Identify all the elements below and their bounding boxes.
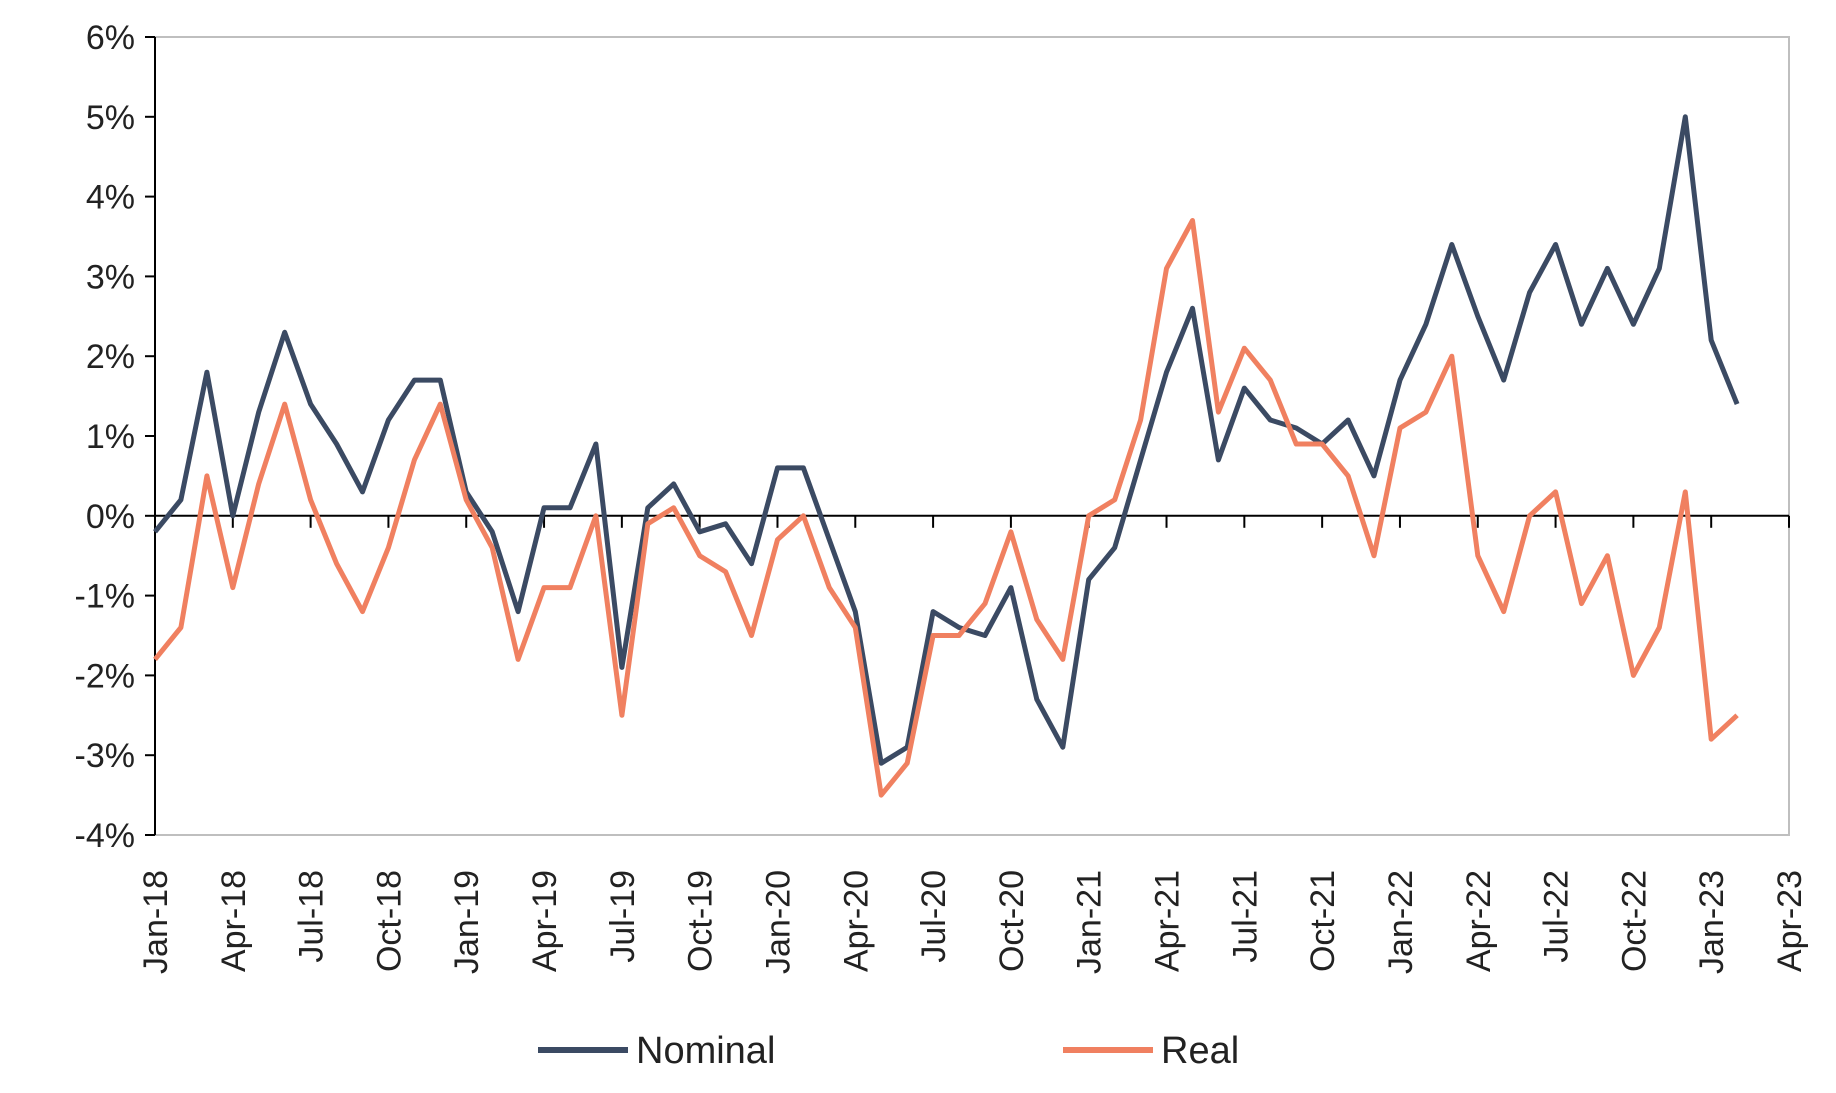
x-axis: Jan-18 Apr-18 Jul-18 Oct-18 Jan-19 Apr-19 Jul-…: [137, 514, 1809, 974]
y-tick-label: -3%: [75, 737, 135, 775]
series-group: [153, 114, 1740, 798]
x-tick-label: Jan-23: [1693, 870, 1731, 974]
x-tick-label: Oct-21: [1304, 870, 1342, 972]
plot-frame: [154, 36, 1790, 836]
y-tick-label: 3%: [86, 258, 135, 296]
y-tick-label: 0%: [86, 498, 135, 536]
x-tick-label: Apr-23: [1771, 870, 1809, 972]
x-tick-label: Oct-19: [682, 870, 720, 972]
x-tick-label: Jan-21: [1071, 870, 1109, 974]
legend-label-real: Real: [1161, 1030, 1239, 1072]
x-tick-label: Jul-21: [1226, 870, 1264, 963]
x-tick-label: Oct-20: [993, 870, 1031, 972]
y-tick-label: 2%: [86, 338, 135, 376]
x-tick-label: Oct-22: [1615, 870, 1653, 972]
y-tick-label: 6%: [86, 19, 135, 57]
y-tick-label: -2%: [75, 657, 135, 695]
x-tick-label: Jul-20: [915, 870, 953, 963]
legend-label-nominal: Nominal: [636, 1030, 775, 1072]
x-tick-label: Apr-18: [215, 870, 253, 972]
x-tick-label: Apr-21: [1149, 870, 1187, 972]
x-tick-label: Jul-22: [1538, 870, 1576, 963]
y-tick-label: 1%: [86, 418, 135, 456]
x-tick-label: Oct-18: [370, 870, 408, 972]
x-tick-label: Jul-19: [604, 870, 642, 963]
y-axis: 6% 5% 4% 3% 2% 1% 0% -1% -2% -3% -4%: [75, 19, 156, 855]
x-tick-label: Apr-20: [837, 870, 875, 972]
x-tick-label: Jan-20: [759, 870, 797, 974]
series-line-nominal: [153, 114, 1740, 766]
y-tick-label: 5%: [86, 99, 135, 137]
x-tick-label: Apr-22: [1460, 870, 1498, 972]
plot-frame-group: [154, 36, 1790, 836]
x-tick-label: Jan-18: [137, 870, 175, 974]
x-tick-label: Jan-19: [448, 870, 486, 974]
y-tick-label: 4%: [86, 179, 135, 217]
x-tick-label: Jul-18: [293, 870, 331, 963]
series-line-real: [153, 218, 1739, 798]
x-tick-label: Apr-19: [526, 870, 564, 972]
x-tick-label: Jan-22: [1382, 870, 1420, 974]
y-tick-label: -1%: [75, 578, 135, 616]
legend: Nominal Real: [538, 1030, 1239, 1072]
y-tick-label: -4%: [75, 817, 135, 855]
